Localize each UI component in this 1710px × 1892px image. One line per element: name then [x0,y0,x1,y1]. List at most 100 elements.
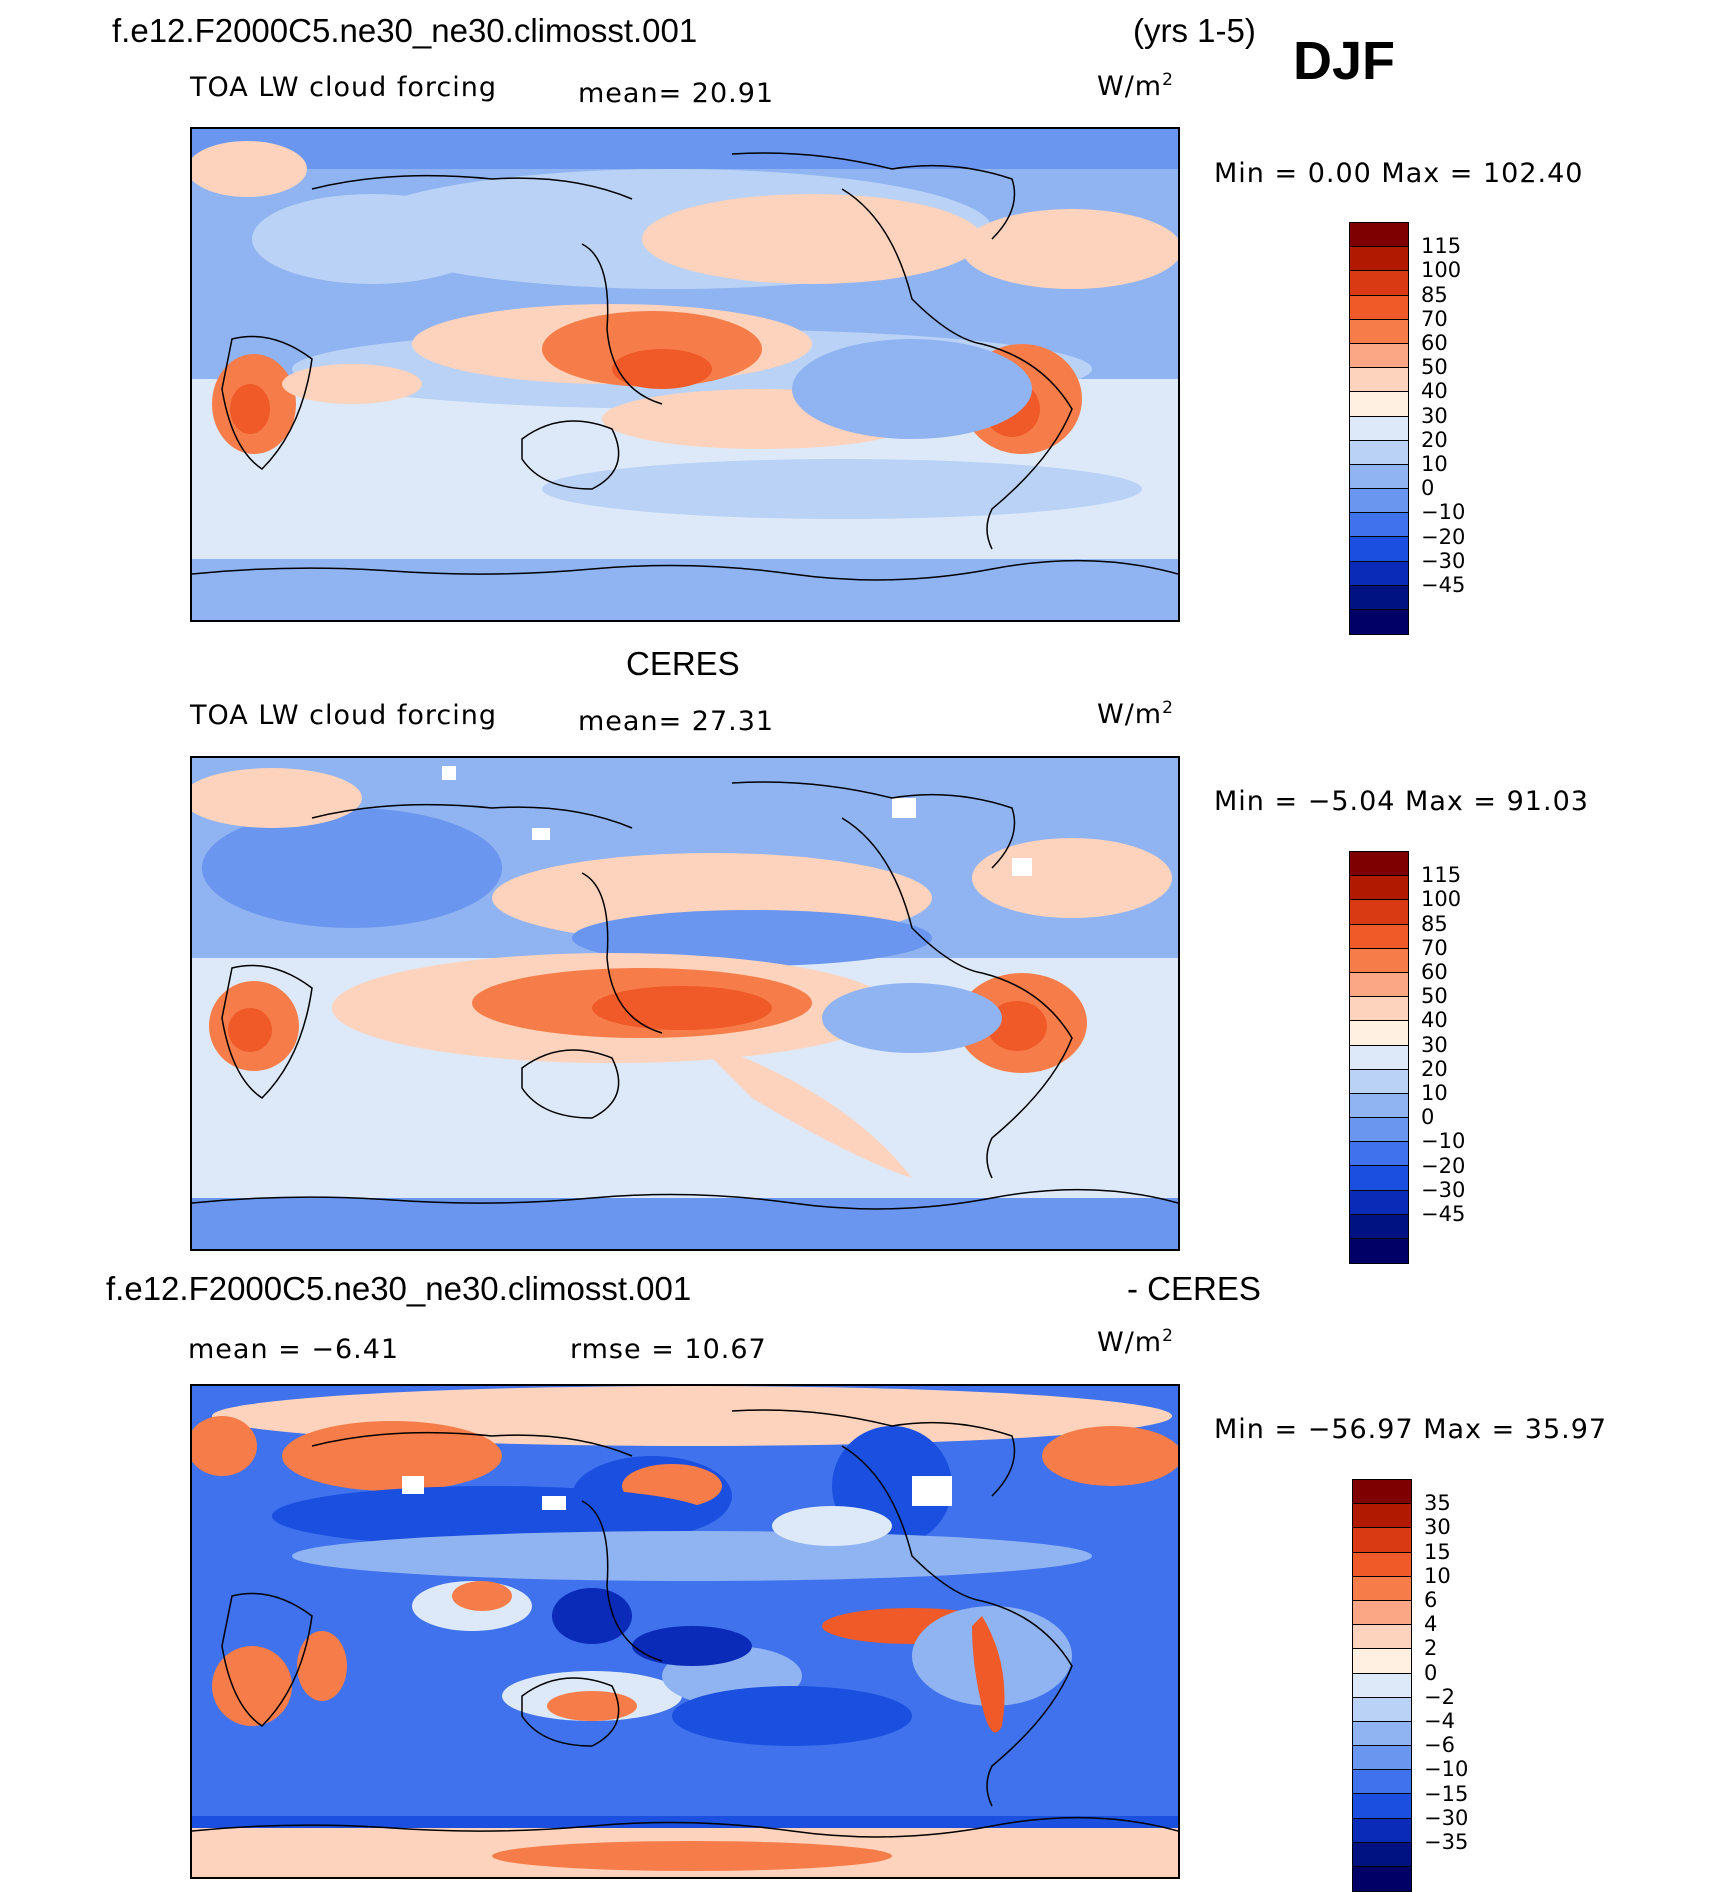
colorbar-tick-label: −4 [1424,1709,1455,1733]
colorbar-tick-label: 50 [1421,355,1448,380]
panel3-units: W/m2 [1097,1326,1174,1358]
colorbar-tick-label: −45 [1421,1202,1466,1226]
colorbar-tick-label: 20 [1421,427,1448,452]
colorbar-box [1350,416,1408,441]
panel2-title: CERES [626,645,740,682]
colorbar-tick-label: 2 [1424,1636,1438,1661]
colorbar-box [1353,1721,1411,1747]
panel3-rmse: rmse = 10.67 [570,1334,767,1365]
panel3-title-left: f.e12.F2000C5.ne30_ne30.climosst.001 [106,1270,692,1307]
colorbar-tick-label: 70 [1421,306,1448,331]
colorbar-tick-label: 6 [1424,1588,1438,1612]
colorbar-tick-label: −35 [1424,1830,1469,1854]
colorbar-tick-label: −30 [1424,1805,1469,1830]
colorbar-box [1350,513,1408,538]
panel3-minmax: Min = −56.97 Max = 35.97 [1214,1414,1608,1445]
panel1-units: W/m2 [1097,70,1174,102]
panel2-colorbar [1349,851,1409,1265]
panel1-map [190,127,1180,622]
colorbar-box [1350,343,1408,369]
case-title: f.e12.F2000C5.ne30_ne30.climosst.001 [112,12,698,49]
colorbar-box [1350,295,1408,320]
panel2-variable: TOA LW cloud forcing [190,700,497,731]
colorbar-tick-label: −30 [1421,548,1466,573]
colorbar-box [1350,223,1408,248]
colorbar-tick-label: 85 [1421,282,1448,307]
colorbar-tick-label: 10 [1421,1081,1448,1105]
colorbar-tick-label: −10 [1421,500,1466,525]
colorbar-box [1350,1142,1408,1167]
colorbar-box [1350,319,1408,344]
colorbar-box [1350,1239,1408,1264]
colorbar-tick-label: 100 [1421,887,1462,912]
colorbar-tick-label: −6 [1424,1733,1455,1758]
colorbar-tick-label: −15 [1424,1781,1469,1806]
panel1-colorbar [1349,222,1409,636]
colorbar-tick-label: 10 [1424,1563,1451,1588]
colorbar-box [1350,1166,1408,1191]
colorbar-box [1350,368,1408,393]
colorbar-tick-label: 60 [1421,331,1448,355]
colorbar-box [1353,1794,1411,1819]
colorbar-tick-label: −10 [1421,1129,1466,1154]
years-label: (yrs 1-5) [1133,12,1256,49]
colorbar-box [1350,610,1408,635]
colorbar-box [1350,1069,1408,1094]
panel2-minmax: Min = −5.04 Max = 91.03 [1214,786,1589,817]
colorbar-box [1353,1746,1411,1771]
colorbar-box [1350,537,1408,562]
colorbar-tick-label: −45 [1421,573,1466,597]
colorbar-tick-label: 100 [1421,258,1462,283]
panel3-mean: mean = −6.41 [188,1334,400,1365]
colorbar-box [1353,1842,1411,1867]
colorbar-tick-label: 115 [1421,234,1462,259]
panel2-mean: mean= 27.31 [578,706,775,737]
colorbar-tick-label: 35 [1424,1491,1451,1516]
colorbar-box [1350,924,1408,949]
colorbar-box [1350,1045,1408,1070]
colorbar-box [1353,1576,1411,1601]
panel3-colorbar [1352,1479,1412,1892]
colorbar-tick-label: 40 [1421,1008,1448,1033]
colorbar-box [1350,1021,1408,1046]
colorbar-box [1350,1214,1408,1239]
colorbar-box [1353,1504,1411,1529]
colorbar-tick-label: 30 [1421,403,1448,428]
colorbar-box [1350,997,1408,1022]
colorbar-tick-label: 50 [1421,984,1448,1009]
colorbar-box [1350,392,1408,417]
colorbar-box [1350,271,1408,296]
colorbar-box [1353,1552,1411,1577]
colorbar-box [1350,876,1408,901]
colorbar-box [1353,1625,1411,1650]
colorbar-box [1353,1867,1411,1892]
season-label: DJF [1293,31,1396,91]
panel3-title-right: - CERES [1127,1270,1261,1307]
colorbar-tick-label: 70 [1421,935,1448,960]
colorbar-tick-label: 0 [1424,1660,1438,1685]
colorbar-tick-label: 30 [1424,1515,1451,1540]
colorbar-tick-label: 4 [1424,1612,1438,1637]
colorbar-box [1350,948,1408,973]
colorbar-box [1350,247,1408,272]
panel1-minmax: Min = 0.00 Max = 102.40 [1214,158,1584,189]
colorbar-box [1350,585,1408,610]
colorbar-tick-label: 85 [1421,911,1448,936]
colorbar-box [1353,1600,1411,1626]
colorbar-tick-label: 115 [1421,863,1462,888]
colorbar-box [1350,489,1408,514]
panel2-map [190,756,1180,1251]
panel1-variable: TOA LW cloud forcing [190,72,497,103]
colorbar-tick-label: 30 [1421,1032,1448,1057]
colorbar-tick-label: 60 [1421,960,1448,984]
colorbar-tick-label: −20 [1421,524,1466,549]
colorbar-tick-label: −2 [1424,1684,1455,1709]
panel3-contour-field [192,1386,1178,1877]
colorbar-box [1350,440,1408,465]
colorbar-tick-label: 40 [1421,379,1448,404]
colorbar-box [1350,1118,1408,1143]
colorbar-box [1353,1673,1411,1698]
colorbar-tick-label: 0 [1421,476,1435,501]
colorbar-box [1350,852,1408,877]
panel1-contour-field [192,129,1178,620]
